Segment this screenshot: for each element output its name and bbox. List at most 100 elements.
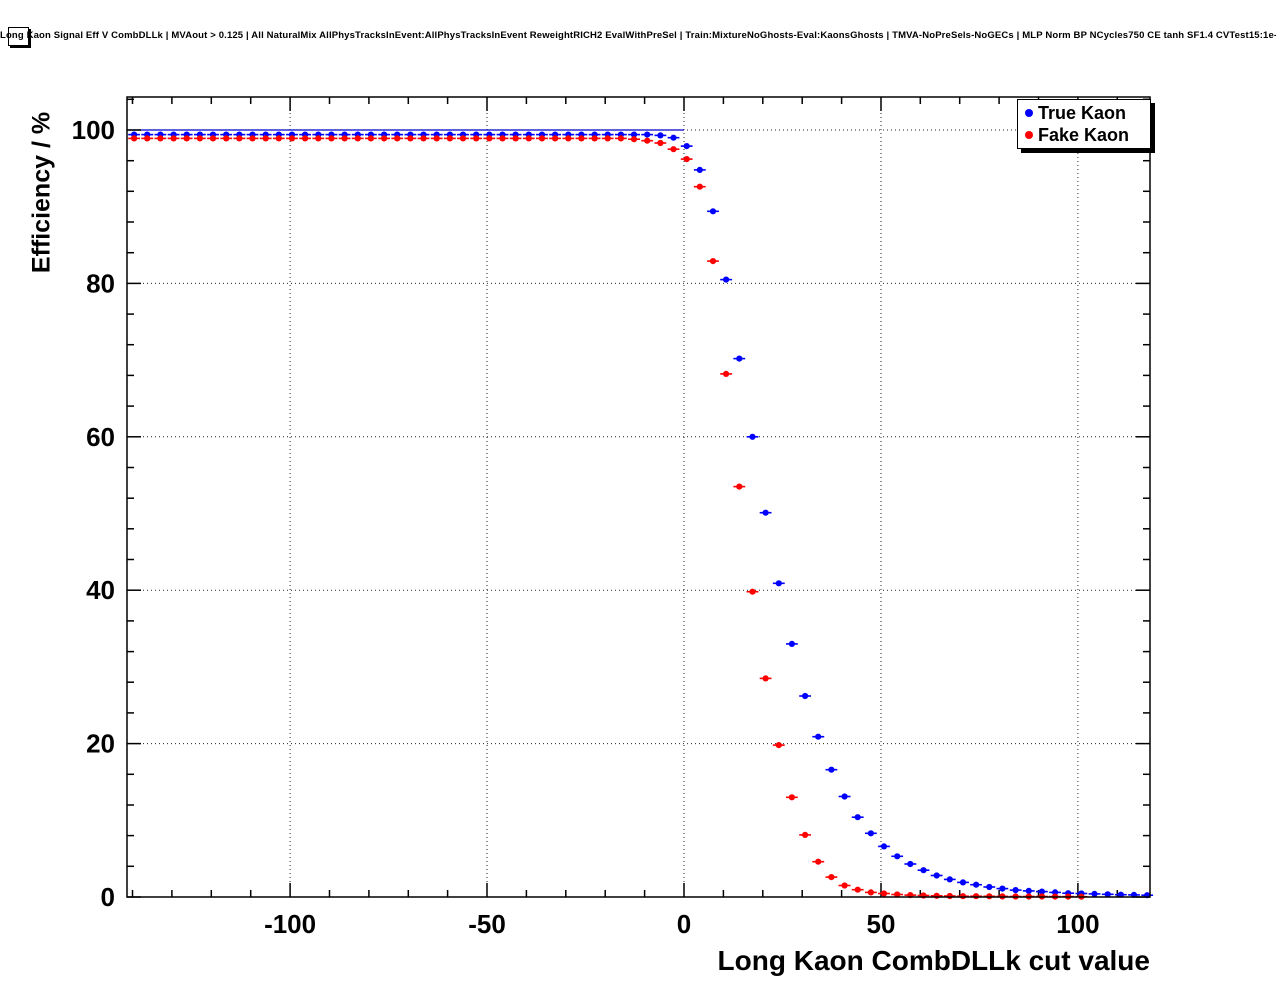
legend-item-fake-kaon: Fake Kaon bbox=[1018, 124, 1150, 146]
data-point bbox=[973, 893, 980, 900]
x-tick-labels: -100 -50 0 50 100 bbox=[264, 909, 1100, 939]
data-point bbox=[288, 135, 296, 142]
data-point bbox=[828, 766, 835, 773]
svg-text:0: 0 bbox=[101, 882, 115, 912]
data-point bbox=[420, 135, 427, 142]
data-point bbox=[854, 886, 861, 893]
data-point bbox=[696, 166, 703, 173]
data-point bbox=[894, 891, 901, 898]
data-point bbox=[630, 136, 638, 143]
data-point bbox=[999, 885, 1006, 892]
data-point bbox=[302, 135, 309, 142]
series-true-kaon bbox=[128, 131, 1154, 899]
data-point bbox=[670, 134, 677, 141]
data-point bbox=[525, 135, 532, 142]
data-point bbox=[196, 135, 203, 142]
data-point bbox=[644, 131, 651, 138]
data-point bbox=[736, 483, 743, 490]
data-point bbox=[157, 135, 164, 142]
data-point bbox=[802, 692, 809, 700]
data-point bbox=[565, 135, 572, 142]
data-point bbox=[170, 135, 177, 142]
data-point bbox=[209, 135, 217, 142]
legend-item-true-kaon: True Kaon bbox=[1018, 102, 1150, 124]
series-fake-kaon bbox=[128, 135, 1088, 900]
x-axis-title: Long Kaon CombDLLk cut value bbox=[717, 945, 1150, 976]
data-point bbox=[367, 135, 374, 142]
data-point bbox=[907, 860, 914, 868]
data-point bbox=[696, 183, 703, 190]
svg-text:60: 60 bbox=[86, 422, 115, 452]
svg-text:100: 100 bbox=[72, 115, 115, 145]
data-point bbox=[578, 135, 585, 142]
data-point bbox=[644, 137, 651, 144]
data-point bbox=[815, 733, 822, 740]
data-point bbox=[894, 853, 901, 860]
svg-text:100: 100 bbox=[1056, 909, 1099, 939]
legend-label-true-kaon: True Kaon bbox=[1038, 103, 1127, 123]
data-point bbox=[604, 135, 611, 142]
data-point bbox=[591, 135, 598, 142]
data-point bbox=[802, 831, 809, 839]
data-point bbox=[657, 139, 664, 147]
data-point bbox=[946, 876, 953, 883]
data-point bbox=[1038, 888, 1045, 895]
data-point bbox=[880, 843, 888, 850]
data-point bbox=[880, 890, 888, 897]
data-point bbox=[1012, 887, 1019, 894]
data-point bbox=[709, 208, 717, 215]
data-point bbox=[381, 135, 388, 142]
legend: True Kaon Fake Kaon bbox=[1017, 99, 1151, 149]
data-point bbox=[959, 893, 967, 900]
axis-ticks bbox=[127, 97, 1150, 898]
data-point bbox=[341, 135, 348, 142]
data-point bbox=[473, 135, 480, 142]
svg-text:20: 20 bbox=[86, 729, 115, 759]
svg-text:-50: -50 bbox=[468, 909, 506, 939]
data-point bbox=[723, 370, 730, 377]
data-point bbox=[683, 156, 690, 163]
plot-frame bbox=[126, 96, 1151, 898]
data-point bbox=[920, 867, 927, 874]
data-point bbox=[775, 742, 782, 749]
data-point bbox=[854, 814, 861, 821]
data-point bbox=[433, 135, 440, 142]
data-point bbox=[459, 135, 467, 142]
data-point bbox=[328, 135, 335, 142]
svg-text:0: 0 bbox=[677, 909, 691, 939]
data-point bbox=[670, 146, 677, 153]
data-point bbox=[499, 135, 506, 142]
data-point bbox=[236, 135, 243, 142]
true-kaon-marker-icon bbox=[1025, 109, 1033, 117]
pave-stub bbox=[8, 27, 29, 46]
data-point bbox=[275, 135, 282, 142]
data-point bbox=[394, 135, 401, 142]
data-point bbox=[959, 879, 967, 886]
data-point bbox=[946, 892, 953, 900]
data-point bbox=[749, 588, 756, 595]
data-point bbox=[315, 135, 322, 142]
data-point bbox=[828, 874, 835, 881]
legend-label-fake-kaon: Fake Kaon bbox=[1038, 125, 1130, 145]
data-point bbox=[657, 132, 664, 139]
data-point bbox=[933, 872, 940, 879]
data-point bbox=[788, 640, 796, 648]
data-point bbox=[354, 135, 361, 142]
data-point bbox=[249, 135, 256, 142]
data-point bbox=[933, 892, 940, 899]
data-point bbox=[617, 135, 625, 142]
data-point bbox=[709, 258, 717, 265]
data-point bbox=[538, 135, 546, 142]
data-point bbox=[1104, 891, 1111, 898]
data-point bbox=[723, 276, 730, 283]
svg-text:50: 50 bbox=[867, 909, 896, 939]
data-point bbox=[131, 135, 138, 142]
fake-kaon-marker-icon bbox=[1025, 131, 1033, 139]
data-point bbox=[1025, 887, 1032, 895]
data-point bbox=[1091, 890, 1098, 898]
data-point bbox=[762, 675, 769, 682]
data-point bbox=[841, 882, 848, 889]
y-axis-title: Efficiency / % bbox=[27, 111, 56, 274]
data-point bbox=[788, 794, 796, 801]
